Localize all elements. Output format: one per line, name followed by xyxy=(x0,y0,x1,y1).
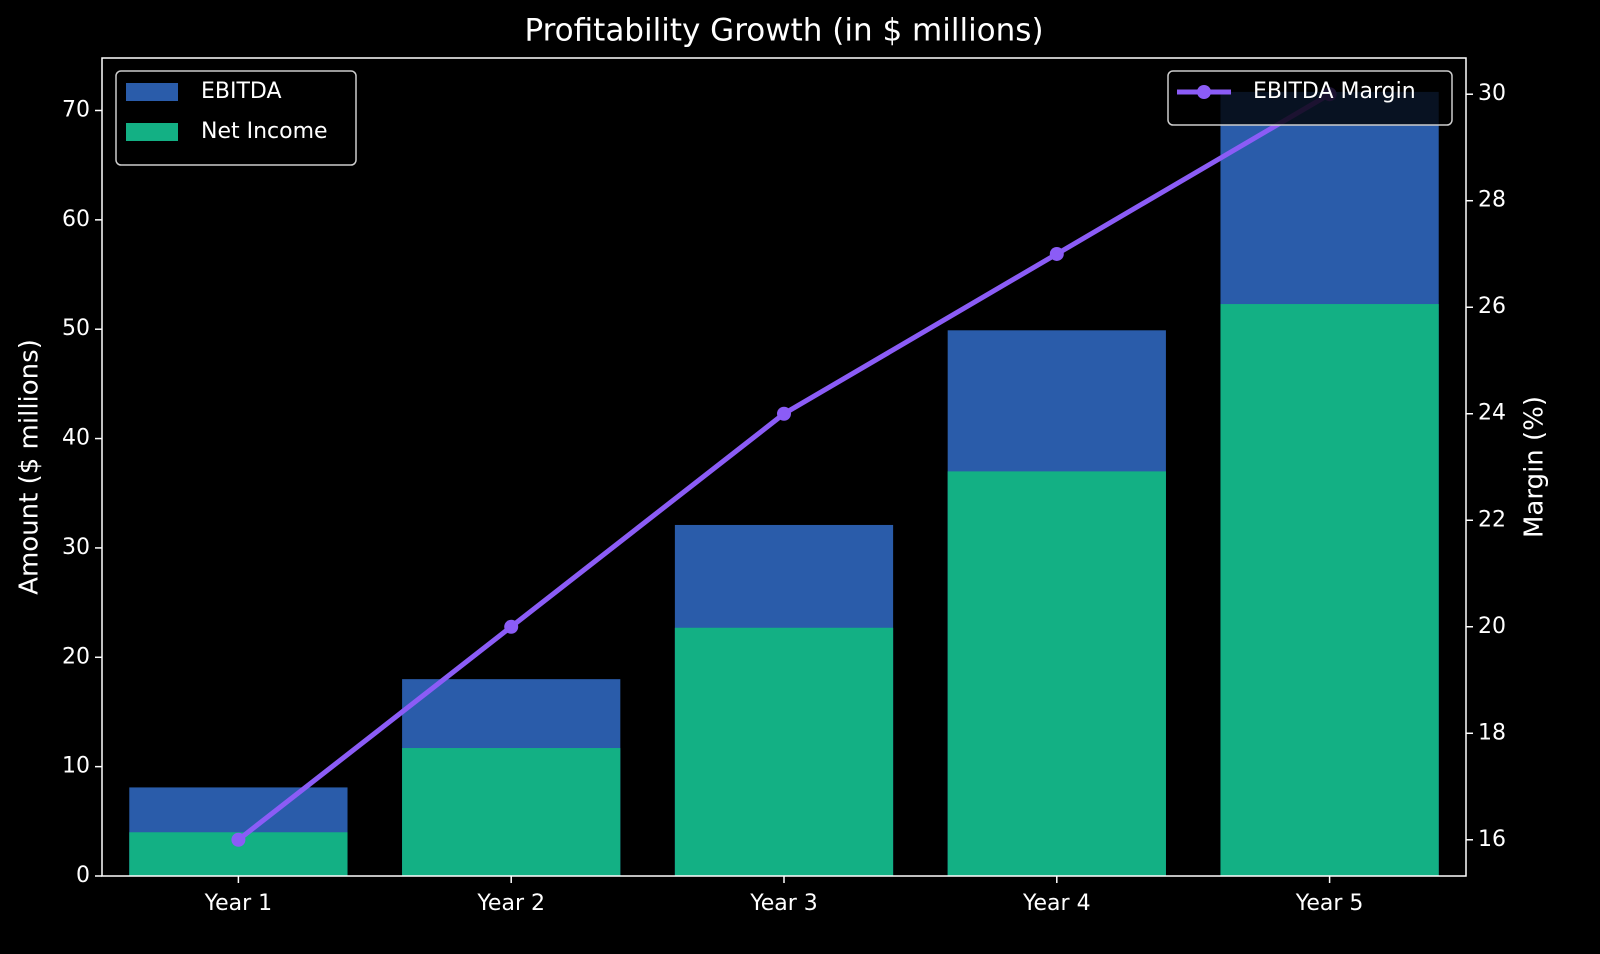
legend-label: EBITDA Margin xyxy=(1253,79,1416,104)
x-tick-label: Year 4 xyxy=(1022,891,1091,916)
line-marker xyxy=(231,832,246,847)
y2-tick-label: 30 xyxy=(1478,81,1506,106)
x-tick-label: Year 5 xyxy=(1295,891,1364,916)
y-tick-label: 30 xyxy=(62,535,90,560)
y2-tick-label: 28 xyxy=(1478,188,1506,213)
y2-tick-label: 16 xyxy=(1478,827,1506,852)
y2-axis-label: Margin (%) xyxy=(1520,396,1550,538)
legend-swatch xyxy=(126,123,178,141)
y-tick-label: 50 xyxy=(62,316,90,341)
legend-label: EBITDA xyxy=(201,79,282,104)
legend-box xyxy=(1167,70,1453,126)
x-tick-label: Year 3 xyxy=(749,891,818,916)
y2-tick-label: 20 xyxy=(1478,614,1506,639)
plot-frame xyxy=(101,57,1467,877)
line-marker xyxy=(777,406,791,421)
x-tick-label: Year 1 xyxy=(204,891,273,916)
y-tick-label: 20 xyxy=(62,644,90,669)
chart-title: Profitability Growth (in $ millions) xyxy=(524,13,1043,49)
y2-tick-label: 18 xyxy=(1478,720,1506,745)
y2-tick-label: 24 xyxy=(1478,401,1506,426)
bar xyxy=(947,471,1166,876)
y2-tick-label: 22 xyxy=(1478,507,1506,532)
y-tick-label: 0 xyxy=(76,863,90,888)
legend-swatch xyxy=(126,83,178,101)
bar xyxy=(402,748,621,876)
y-tick-label: 40 xyxy=(62,426,90,451)
y-tick-label: 70 xyxy=(62,97,90,122)
bar xyxy=(1220,304,1439,876)
bar xyxy=(674,627,894,876)
y-axis-label: Amount ($ millions) xyxy=(15,339,45,595)
y-tick-label: 60 xyxy=(62,207,90,232)
legend-label: Net Income xyxy=(201,119,328,144)
line-marker xyxy=(1049,246,1064,261)
line-marker xyxy=(504,619,519,634)
x-tick-label: Year 2 xyxy=(476,891,545,916)
y-tick-label: 10 xyxy=(62,754,90,779)
legend-marker xyxy=(1197,85,1211,99)
y2-tick-label: 26 xyxy=(1478,294,1506,319)
